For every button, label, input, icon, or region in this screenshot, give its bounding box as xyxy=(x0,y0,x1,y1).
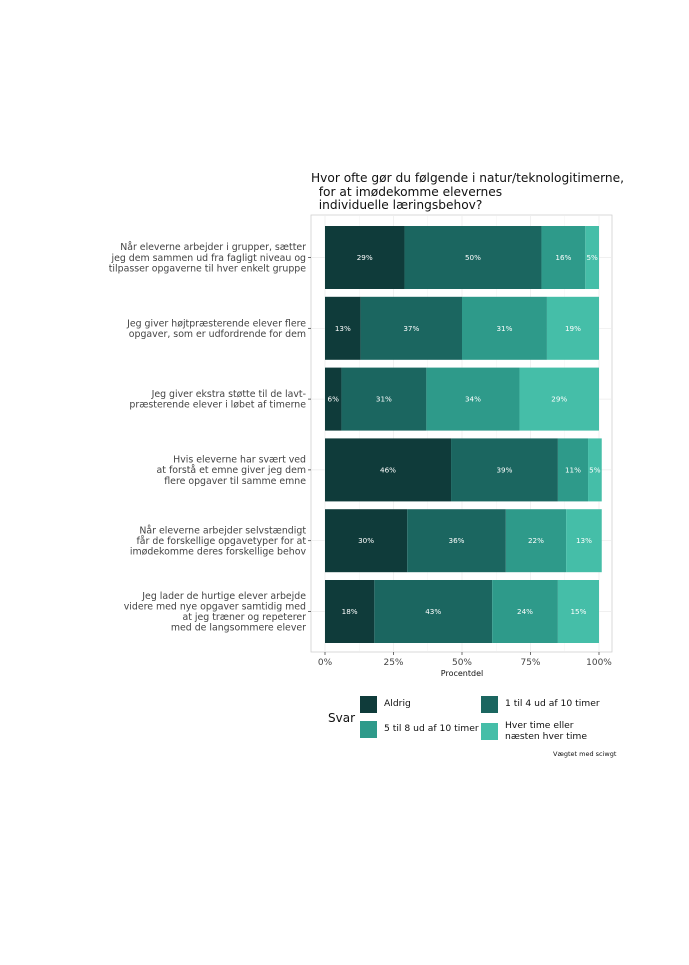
x-axis-title: Procentdel xyxy=(441,669,483,678)
bar-value-label: 31% xyxy=(496,324,512,333)
bar-value-label: 13% xyxy=(335,324,351,333)
legend-label: Aldrig xyxy=(384,698,411,710)
category-label: tilpasser opgaverne til hver enkelt grup… xyxy=(109,263,306,274)
x-tick-label: 100% xyxy=(586,658,612,668)
bar-segment xyxy=(407,509,506,573)
caption: Vægtet med sciwgt xyxy=(553,750,617,758)
bar-value-label: 36% xyxy=(449,536,465,545)
bar-segment xyxy=(557,580,599,643)
category-label: videre med nye opgaver samtidig med xyxy=(124,602,306,613)
bar-segment xyxy=(374,580,493,643)
category-label: imødekomme deres forskellige behov xyxy=(130,547,307,558)
bar-segment xyxy=(519,367,599,431)
bar-value-label: 18% xyxy=(342,607,358,616)
x-tick-label: 50% xyxy=(452,658,472,668)
x-axis-ticks: 0% 25% 50% 75% 100% xyxy=(318,652,612,668)
bar-segment xyxy=(505,509,567,573)
bar-segment xyxy=(325,226,405,289)
bar-value-label: 30% xyxy=(358,536,374,545)
bar-value-label: 43% xyxy=(425,607,441,616)
bar-value-label: 5% xyxy=(586,253,598,262)
bar-segment xyxy=(325,438,452,502)
x-tick-label: 75% xyxy=(520,658,540,668)
legend-swatch xyxy=(481,723,498,740)
legend-item: Aldrig xyxy=(360,696,494,713)
bar-value-label: 29% xyxy=(357,253,373,262)
bar-segment xyxy=(451,438,558,502)
bar-segment xyxy=(325,367,342,431)
bar-segment xyxy=(325,296,361,360)
bar-value-label: 34% xyxy=(465,395,481,404)
bar-value-label: 19% xyxy=(565,324,581,333)
bar-segment xyxy=(546,296,599,360)
category-label: Jeg giver ekstra støtte til de lavt- xyxy=(151,389,306,400)
legend-label: 5 til 8 ud af 10 timer xyxy=(384,723,479,735)
category-label: flere opgaver til samme emne xyxy=(164,476,306,487)
legend-item: 5 til 8 ud af 10 timer xyxy=(360,721,494,738)
bar-value-label: 37% xyxy=(403,324,419,333)
category-label: opgaver, som er udfordrende for dem xyxy=(129,329,306,340)
legend-swatch xyxy=(360,696,377,713)
chart-title-line: Hvor ofte gør du følgende i natur/teknol… xyxy=(311,171,624,185)
bar-segment xyxy=(325,580,375,643)
bar-value-label: 50% xyxy=(465,253,481,262)
bar-value-label: 13% xyxy=(576,536,592,545)
legend-title: Svar xyxy=(328,711,356,725)
bar-segment xyxy=(462,296,547,360)
bar-segment xyxy=(426,367,520,431)
chart-title-line: for at imødekomme elevernes xyxy=(311,184,503,199)
chart-title-line: individuelle læringsbehov? xyxy=(311,198,483,213)
bar-segment xyxy=(492,580,558,643)
category-label: Når eleverne arbejder i grupper, sætter xyxy=(120,242,306,253)
bar-value-label: 5% xyxy=(589,465,601,474)
category-label: med de langsommere elever xyxy=(171,623,306,634)
chart-title: Hvor ofte gør du følgende i natur/teknol… xyxy=(311,171,641,213)
legend-swatch xyxy=(360,721,377,738)
category-label: Jeg lader de hurtige elever arbejde xyxy=(141,591,306,602)
bar-segment xyxy=(566,509,602,573)
legend-label: Hver time eller næsten hver time xyxy=(505,720,587,742)
bar-value-label: 31% xyxy=(376,395,392,404)
legend-label: 1 til 4 ud af 10 timer xyxy=(505,698,600,710)
category-label: Jeg giver højtpræsterende elever flere xyxy=(126,318,306,329)
x-tick-label: 25% xyxy=(383,658,403,668)
x-tick-label: 0% xyxy=(318,658,333,668)
bar-value-label: 11% xyxy=(565,465,581,474)
bar-segment xyxy=(341,367,427,431)
category-label: jeg dem sammen ud fra fagligt niveau og xyxy=(111,253,307,264)
bars: 29% 50% 16% 5% 13% 37% 31% 19% 6% 31% 34% 29% 46% 39%… xyxy=(325,226,602,643)
bar-value-label: 39% xyxy=(496,465,512,474)
bar-segment xyxy=(557,438,589,502)
legend-swatch xyxy=(481,696,498,713)
category-label: at jeg træner og repeterer xyxy=(183,612,307,623)
bar-value-label: 29% xyxy=(551,395,567,404)
bar-segment xyxy=(360,296,462,360)
bar-value-label: 22% xyxy=(528,536,544,545)
legend-item: Hver time eller næsten hver time xyxy=(481,720,615,742)
legend-item: 1 til 4 ud af 10 timer xyxy=(481,696,615,713)
bar-value-label: 24% xyxy=(517,607,533,616)
bar-value-label: 16% xyxy=(555,253,571,262)
category-labels: Når eleverne arbejder i grupper, sætterj… xyxy=(109,242,311,634)
bar-segment xyxy=(588,438,602,502)
bar-segment xyxy=(541,226,586,289)
bar-value-label: 6% xyxy=(328,395,340,404)
category-label: Hvis eleverne har svært ved xyxy=(173,455,306,466)
category-label: får de forskellige opgavetyper for at xyxy=(137,536,307,547)
category-label: at forstå et emne giver jeg dem xyxy=(157,465,306,476)
bar-segment xyxy=(585,226,599,289)
category-label: Når eleverne arbejder selvstændigt xyxy=(139,525,306,536)
bar-segment xyxy=(404,226,542,289)
category-label: præsterende elever i løbet af timerne xyxy=(129,400,306,411)
bar-value-label: 46% xyxy=(380,465,396,474)
bar-segment xyxy=(325,509,408,573)
bar-value-label: 15% xyxy=(570,607,586,616)
